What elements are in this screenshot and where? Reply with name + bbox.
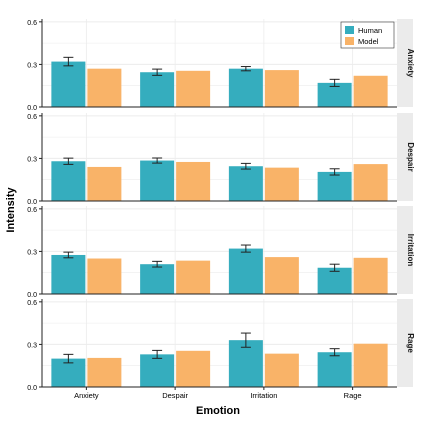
bar-human-despair — [140, 264, 175, 294]
bar-human-anxiety — [51, 254, 86, 294]
x-tick-label: Rage — [344, 391, 362, 400]
bar-model-despair — [176, 161, 211, 201]
bar-model-rage — [353, 257, 388, 294]
bar-model-irritation — [264, 257, 299, 294]
bar-model-anxiety — [87, 68, 122, 107]
y-tick-label: 0.0 — [27, 385, 37, 392]
y-tick-label: 0.3 — [27, 62, 37, 69]
x-tick-label: Anxiety — [74, 391, 99, 400]
y-tick-label: 0.6 — [27, 207, 37, 214]
bar-human-irritation — [228, 68, 263, 107]
bar-model-despair — [176, 350, 211, 387]
bar-human-anxiety — [51, 61, 86, 107]
y-tick-label: 0.0 — [27, 199, 37, 206]
y-tick-label: 0.0 — [27, 292, 37, 299]
bar-model-rage — [353, 164, 388, 201]
facet-strip — [397, 206, 413, 294]
legend-label-model: Model — [358, 37, 379, 46]
bar-human-rage — [317, 267, 352, 294]
y-tick-label: 0.3 — [27, 156, 37, 163]
y-axis-title: Intensity — [5, 187, 17, 233]
bar-model-irritation — [264, 167, 299, 201]
panel-despair: 0.0 0.3 0.6 Despair — [27, 113, 415, 206]
bar-model-despair — [176, 260, 211, 294]
legend: Human Model — [340, 21, 395, 49]
panel-irritation: 0.0 0.3 0.6 Irritation — [27, 206, 415, 299]
y-tick-label: 0.6 — [27, 114, 37, 121]
facet-label: Anxiety — [406, 49, 415, 78]
bar-model-anxiety — [87, 357, 122, 387]
x-axis-title: Emotion — [196, 405, 240, 417]
bar-model-despair — [176, 70, 211, 107]
bar-human-rage — [317, 171, 352, 201]
bar-model-rage — [353, 75, 388, 107]
y-tick-label: 0.3 — [27, 249, 37, 256]
legend-label-human: Human — [358, 26, 382, 35]
bar-human-irritation — [228, 340, 263, 387]
bar-human-rage — [317, 352, 352, 387]
bar-model-anxiety — [87, 166, 122, 201]
panel-anxiety: 0.0 0.3 0.6 Anxiety — [27, 19, 415, 112]
x-tick-label: Irritation — [250, 391, 277, 400]
panel-rage: 0.0 0.3 0.6 Rage — [27, 299, 415, 392]
facet-label: Rage — [406, 333, 415, 353]
y-tick-label: 0.6 — [27, 20, 37, 27]
bar-model-anxiety — [87, 258, 122, 294]
bar-model-irritation — [264, 70, 299, 107]
bar-model-rage — [353, 343, 388, 387]
x-axis: Anxiety Despair Irritation Rage — [74, 387, 362, 400]
bar-human-despair — [140, 160, 175, 201]
bar-human-irritation — [228, 248, 263, 294]
legend-swatch-model — [345, 37, 354, 45]
bar-model-irritation — [264, 353, 299, 387]
x-tick-label: Despair — [162, 391, 188, 400]
panels: 0.00.30.6Anxiety0.00.30.6Despair0.00.30.… — [27, 19, 415, 392]
facet-label: Irritation — [406, 234, 415, 267]
y-tick-label: 0.6 — [27, 300, 37, 307]
facet-strip — [397, 19, 413, 107]
facet-label: Despair — [406, 142, 415, 171]
bar-human-despair — [140, 72, 175, 107]
bar-human-despair — [140, 354, 175, 387]
facet-strip — [397, 113, 413, 201]
bar-human-irritation — [228, 166, 263, 201]
bar-human-anxiety — [51, 161, 86, 201]
facet-strip — [397, 299, 413, 387]
legend-swatch-human — [345, 26, 354, 34]
y-tick-label: 0.0 — [27, 105, 37, 112]
y-tick-label: 0.3 — [27, 342, 37, 349]
